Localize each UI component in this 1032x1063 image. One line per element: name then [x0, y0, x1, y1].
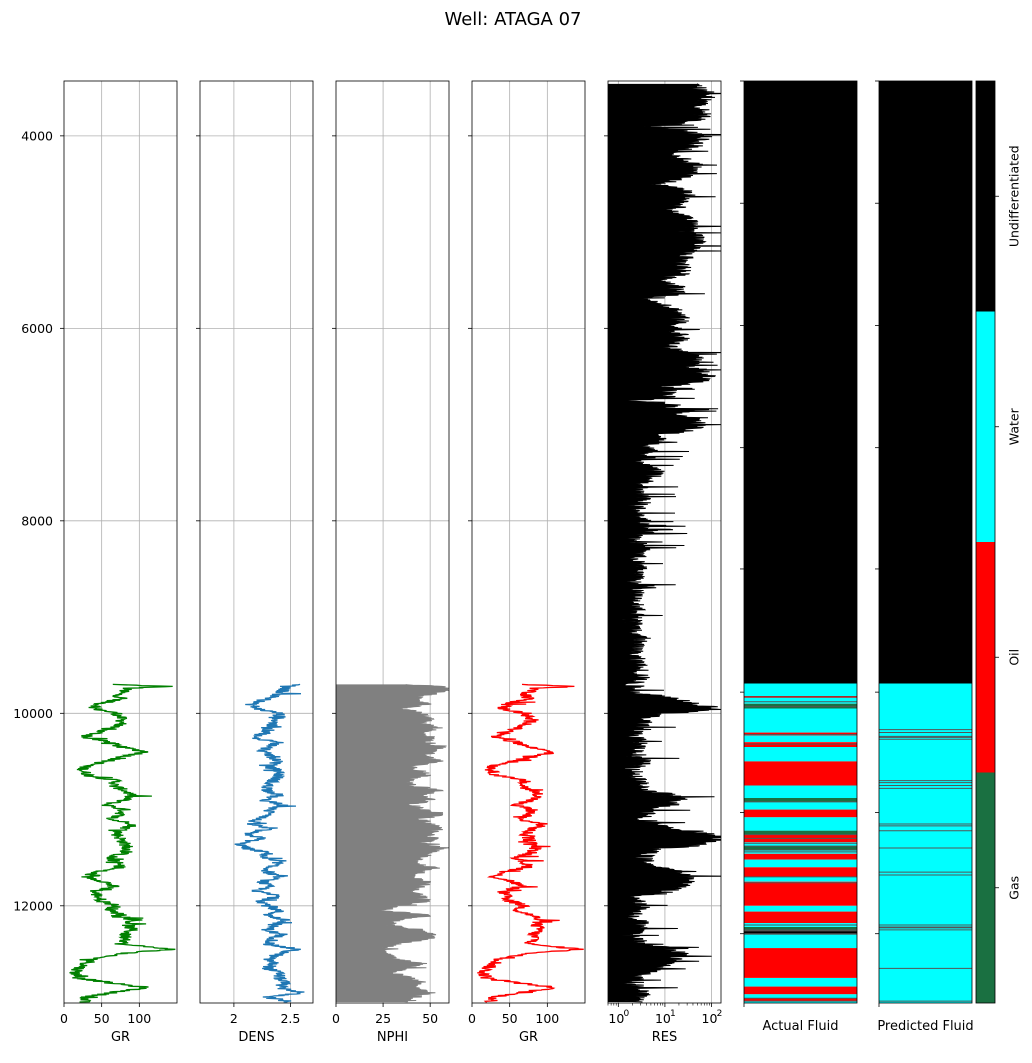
fluid-interval — [744, 846, 857, 850]
x-tick-label: 10 — [702, 1011, 718, 1026]
fluid-track-actual: Actual Fluid — [740, 80, 858, 1034]
fluid-interval — [744, 986, 857, 995]
x-tick-label: 10 — [655, 1011, 671, 1026]
fluid-interval — [744, 948, 857, 978]
fluid-interval — [744, 998, 857, 1002]
legend-swatch — [976, 772, 995, 1003]
x-tick-label: 10 — [608, 1011, 624, 1026]
fluid-interval — [744, 798, 857, 802]
fluid-interval — [744, 842, 857, 847]
fluid-interval — [744, 934, 857, 949]
fluid-interval — [744, 867, 857, 877]
fluid-frame — [878, 80, 973, 1004]
legend-label: Oil — [1007, 649, 1022, 666]
fluid-interval — [879, 81, 972, 684]
x-tick-label: 100 — [535, 1011, 559, 1026]
curve-dens — [234, 683, 305, 1003]
fluid-interval — [744, 809, 857, 818]
track-nphi: 0 25 50 NPHI — [332, 80, 450, 1045]
depth-tick-label: 4000 — [21, 128, 53, 143]
fluid-interval — [744, 859, 857, 868]
fluid-interval — [744, 905, 857, 912]
x-tick-label: 100 — [127, 1011, 151, 1026]
x-tick-label: 50 — [502, 1011, 518, 1026]
fluid-interval — [744, 683, 857, 696]
depth-tick-label: 8000 — [21, 513, 53, 528]
x-tick-label: 50 — [422, 1011, 438, 1026]
depth-tick-label: 10000 — [13, 706, 53, 721]
curve-res — [620, 83, 721, 1003]
track-gr-2: 0 50 100 GR — [468, 80, 586, 1045]
curve-nphi — [376, 683, 449, 1003]
legend-label: Gas — [1007, 876, 1022, 900]
x-axis-label: GR — [111, 1030, 130, 1045]
x-axis-label: NPHI — [377, 1030, 408, 1045]
chart-title: Well: ATAGA 07 — [444, 9, 581, 30]
x-tick-exponent: 2 — [717, 1009, 723, 1019]
x-axis-label: DENS — [238, 1030, 274, 1045]
fluid-interval — [744, 994, 857, 999]
x-axis-label: RES — [652, 1030, 678, 1045]
x-tick-exponent: 0 — [623, 1009, 629, 1019]
grid — [472, 81, 585, 1003]
fluid-interval — [744, 927, 857, 931]
fluid-interval — [744, 761, 857, 786]
track-frame — [63, 80, 178, 1004]
track-gr: 0 50 100 GR — [60, 80, 178, 1045]
x-tick-label: 50 — [94, 1011, 110, 1026]
fluid-interval — [744, 930, 857, 935]
x-tick-label: 0 — [468, 1011, 476, 1026]
fluid-interval — [744, 785, 857, 798]
fluid-interval — [744, 708, 857, 733]
fill-res — [608, 83, 721, 1002]
fluid-interval — [744, 911, 857, 924]
fluid-interval — [744, 978, 857, 987]
track-frame — [199, 80, 314, 1004]
fill-nphi — [336, 684, 449, 1002]
grid — [200, 81, 313, 1003]
grid — [64, 81, 177, 1003]
fluid-interval — [744, 881, 857, 906]
fluid-interval — [744, 801, 857, 810]
track-dens: 2 2.5 DENS — [196, 80, 314, 1045]
curve-gr — [69, 683, 176, 1003]
depth-tick-label: 6000 — [21, 321, 53, 336]
fluid-interval — [744, 1001, 857, 1003]
x-tick-exponent: 1 — [670, 1009, 676, 1019]
x-tick-label: 0 — [332, 1011, 340, 1026]
fluid-interval — [744, 853, 857, 860]
x-tick-label: 2 — [230, 1011, 238, 1026]
fluid-interval — [744, 830, 857, 835]
legend-label: Water — [1007, 407, 1022, 445]
fluid-track-predicted: Predicted Fluid — [875, 80, 974, 1034]
fluid-frame — [743, 80, 858, 1004]
fluid-interval — [744, 735, 857, 743]
fluid-track-label: Predicted Fluid — [877, 1019, 973, 1034]
x-tick-label: 25 — [375, 1011, 391, 1026]
fluid-track-label: Actual Fluid — [762, 1019, 838, 1034]
fluid-interval — [744, 876, 857, 882]
fluid-legend: Gas Oil Water Undifferentiated — [975, 80, 1022, 1004]
x-axis-label: GR — [519, 1030, 538, 1045]
depth-tick-label: 12000 — [13, 898, 53, 913]
track-frame — [335, 80, 450, 1004]
legend-swatch — [976, 311, 995, 542]
legend-swatch — [976, 81, 995, 312]
legend-swatch — [976, 542, 995, 773]
fluid-interval — [879, 683, 972, 1003]
curve-gr-2 — [477, 683, 584, 1003]
legend-label: Undifferentiated — [1007, 145, 1022, 247]
track-frame — [607, 80, 722, 1004]
x-tick-label: 0 — [60, 1011, 68, 1026]
x-tick-label: 2.5 — [280, 1011, 300, 1026]
track-frame — [471, 80, 586, 1004]
fluid-interval — [744, 747, 857, 762]
fluid-interval — [744, 697, 857, 704]
fluid-interval — [744, 817, 857, 831]
fluid-interval — [744, 81, 857, 684]
